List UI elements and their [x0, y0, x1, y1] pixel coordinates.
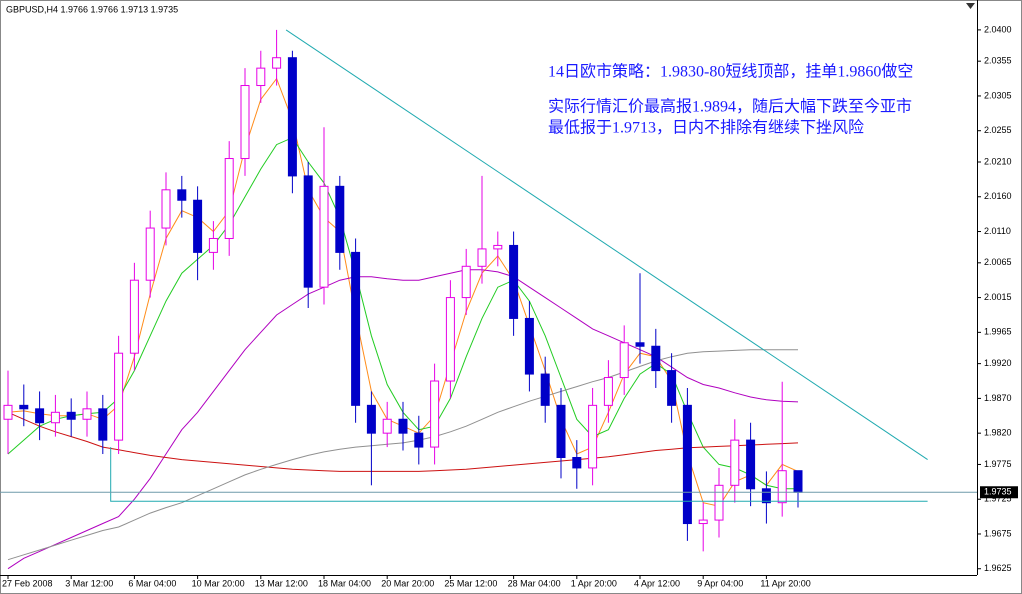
- candle-body: [682, 404, 692, 525]
- y-tick-label: 2.0110: [984, 226, 1011, 236]
- candle-body: [730, 439, 740, 486]
- x-tick-label: 9 Apr 04:00: [697, 578, 743, 588]
- candle-body: [114, 352, 124, 441]
- x-tick-label: 1 Apr 20:00: [571, 578, 617, 588]
- chart-title: GBPUSD,H4 1.9766 1.9766 1.9713 1.9735: [6, 4, 178, 14]
- candle-body: [635, 342, 645, 347]
- candle-body: [224, 158, 234, 239]
- candle-body: [714, 484, 724, 521]
- y-tick-label: 1.9965: [984, 327, 1012, 337]
- y-tick-label: 2.0400: [984, 24, 1012, 34]
- x-tick-label: 4 Apr 12:00: [634, 578, 680, 588]
- candle-body: [793, 470, 803, 493]
- candle-body: [129, 279, 139, 354]
- y-tick-label: 2.0210: [984, 156, 1012, 166]
- y-tick-label: 2.0355: [984, 56, 1012, 66]
- candle-body: [272, 57, 282, 69]
- annotation: 最低报于1.9713，日内不排除有继续下挫风险: [548, 119, 864, 137]
- candle-body: [651, 345, 661, 372]
- candle-body: [50, 411, 60, 424]
- candle-body: [145, 227, 155, 281]
- candle-body: [746, 439, 756, 490]
- candle-body: [588, 404, 598, 469]
- candle-body: [761, 488, 771, 504]
- candle-body: [19, 404, 29, 410]
- annotation: 14日欧市策略：1.9830-80短线顶部，挂单1.9860做空: [548, 63, 913, 81]
- candle-body: [777, 470, 787, 504]
- candle-body: [382, 418, 392, 434]
- x-tick-label: 27 Feb 2008: [2, 578, 53, 588]
- y-tick-label: 1.9675: [984, 528, 1012, 538]
- candle-body: [335, 185, 345, 253]
- candle-body: [366, 404, 376, 434]
- trend-line: [285, 29, 928, 461]
- y-tick-label: 2.0305: [984, 90, 1012, 100]
- candle-body: [540, 373, 550, 406]
- candle-body: [98, 408, 108, 441]
- trend-line: [110, 447, 928, 502]
- moving-average: [7, 411, 799, 472]
- x-tick-label: 10 Mar 20:00: [192, 578, 245, 588]
- last-price-box: [980, 486, 1018, 499]
- candle-body: [414, 432, 424, 448]
- candle-body: [351, 251, 361, 406]
- candle-body: [619, 342, 629, 379]
- y-tick-label: 2.0255: [984, 125, 1012, 135]
- candle-body: [82, 408, 92, 420]
- candle-body: [445, 297, 455, 382]
- x-tick-label: 11 Apr 20:00: [760, 578, 810, 588]
- x-tick-label: 18 Mar 04:00: [318, 578, 371, 588]
- x-tick-label: 6 Mar 04:00: [128, 578, 176, 588]
- candle-body: [509, 244, 519, 319]
- y-tick-label: 1.9920: [984, 358, 1012, 368]
- candle-body: [556, 404, 566, 458]
- x-tick-label: 20 Mar 20:00: [381, 578, 434, 588]
- candle-body: [3, 404, 13, 420]
- candle-body: [319, 185, 329, 288]
- y-tick-label: 1.9725: [984, 494, 1012, 504]
- y-tick-label: 2.0065: [984, 257, 1012, 267]
- candle-body: [667, 370, 677, 406]
- candle-body: [208, 237, 218, 253]
- y-tick-label: 1.9870: [984, 393, 1012, 403]
- y-tick-label: 1.9820: [984, 428, 1012, 438]
- x-tick-label: 3 Mar 12:00: [65, 578, 113, 588]
- candle-body: [303, 175, 313, 288]
- x-tick-label: 13 Mar 12:00: [255, 578, 308, 588]
- candle-body: [430, 380, 440, 448]
- y-tick-label: 1.9775: [984, 459, 1012, 469]
- candle-body: [461, 265, 471, 299]
- candle-body: [493, 244, 503, 250]
- candle-body: [398, 418, 408, 434]
- candle-body: [66, 411, 76, 420]
- candle-body: [161, 189, 171, 229]
- candle-body: [524, 317, 534, 375]
- y-tick-label: 2.0015: [984, 292, 1012, 302]
- candle-body: [603, 377, 613, 406]
- candle-body: [177, 189, 187, 201]
- candle-body: [572, 456, 582, 469]
- annotations: 14日欧市策略：1.9830-80短线顶部，挂单1.9860做空实际行情汇价最高…: [548, 63, 913, 137]
- candle-body: [698, 519, 708, 525]
- shift-icon: [966, 3, 975, 9]
- candle-body: [240, 85, 250, 160]
- annotation: 实际行情汇价最高报1.9894，随后大幅下跌至今亚市: [548, 98, 912, 116]
- x-tick-label: 28 Mar 04:00: [508, 578, 561, 588]
- candle-body: [477, 248, 487, 267]
- candle-body: [35, 408, 45, 424]
- candle-body: [287, 57, 297, 177]
- candle-body: [193, 199, 203, 253]
- x-tick-label: 25 Mar 12:00: [444, 578, 497, 588]
- candle-body: [256, 67, 266, 87]
- y-tick-label: 2.0160: [984, 191, 1012, 201]
- y-tick-label: 1.9625: [984, 563, 1012, 573]
- last-price-label: 1.9735: [984, 487, 1012, 497]
